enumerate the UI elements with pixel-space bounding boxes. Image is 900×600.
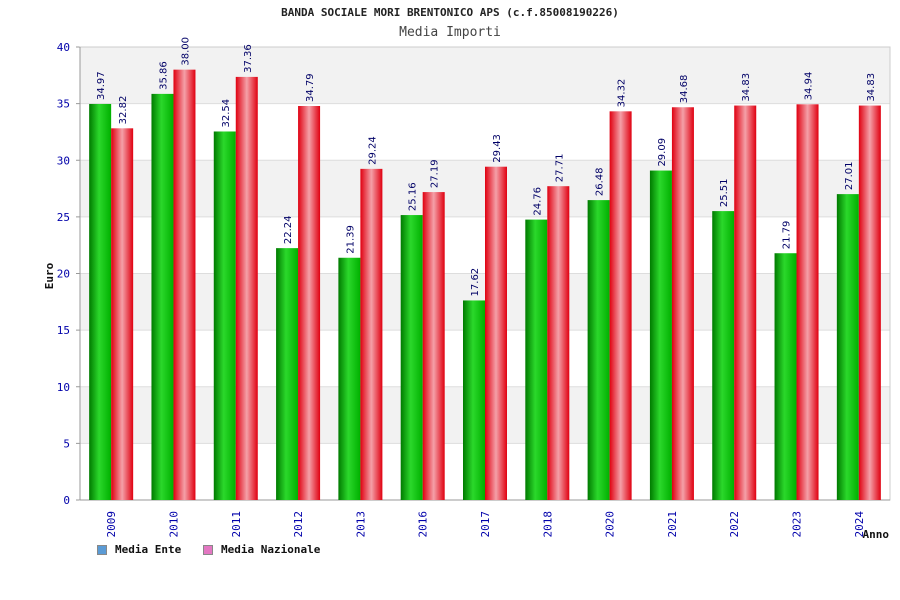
data-label: 25.51 <box>719 178 730 207</box>
bar-media-nazionale <box>547 186 570 500</box>
y-tick-label: 10 <box>57 381 70 394</box>
bar-media-nazionale <box>111 128 134 500</box>
data-label: 34.68 <box>679 75 690 104</box>
y-tick-label: 30 <box>57 154 70 167</box>
data-label: 27.01 <box>844 161 855 190</box>
data-label: 38.00 <box>180 37 191 66</box>
chart-title: BANDA SOCIALE MORI BRENTONICO APS (c.f.8… <box>281 6 619 19</box>
y-tick-label: 15 <box>57 324 70 337</box>
bar-media-ente <box>89 103 112 500</box>
bar-media-nazionale <box>360 168 383 500</box>
data-label: 26.48 <box>595 167 606 196</box>
legend-item-media-nazionale: Media Nazionale <box>203 543 320 556</box>
y-tick-label: 40 <box>57 41 70 54</box>
bar-media-nazionale <box>671 107 694 501</box>
x-tick-label: 2020 <box>604 511 617 538</box>
bar-media-nazionale <box>298 106 321 501</box>
data-label: 24.76 <box>532 187 543 216</box>
grid-band <box>80 47 890 104</box>
bar-media-ente <box>587 200 610 500</box>
bar-media-ente <box>338 257 361 500</box>
data-label: 17.62 <box>470 268 481 297</box>
y-tick-label: 5 <box>63 437 70 450</box>
x-tick-label: 2010 <box>167 511 180 538</box>
legend-swatch-ente <box>97 544 107 555</box>
bar-media-ente <box>276 248 299 500</box>
data-label: 21.39 <box>345 225 356 254</box>
data-label: 37.36 <box>243 44 254 73</box>
x-tick-label: 2023 <box>791 511 804 538</box>
x-tick-label: 2017 <box>479 511 492 538</box>
data-label: 34.79 <box>305 73 316 102</box>
data-label: 34.97 <box>96 71 107 100</box>
y-axis-label: Euro <box>43 262 56 289</box>
bar-media-nazionale <box>609 111 632 501</box>
data-label: 32.82 <box>118 96 129 125</box>
y-tick-label: 20 <box>57 268 70 281</box>
bar-media-nazionale <box>796 104 819 500</box>
legend-item-media-ente: Media Ente <box>97 543 181 556</box>
x-tick-label: 2018 <box>541 511 554 538</box>
bar-media-ente <box>649 170 672 500</box>
data-label: 27.71 <box>554 154 565 183</box>
data-label: 22.24 <box>283 215 294 244</box>
x-tick-label: 2021 <box>666 511 679 538</box>
data-label: 29.43 <box>492 134 503 163</box>
bar-media-ente <box>712 211 735 500</box>
bar-media-ente <box>400 215 423 501</box>
x-tick-label: 2009 <box>105 511 118 538</box>
data-label: 27.19 <box>430 159 441 188</box>
data-label: 35.86 <box>158 61 169 90</box>
bar-media-nazionale <box>173 69 196 501</box>
data-label: 34.32 <box>617 79 628 108</box>
legend-swatch-nazionale <box>203 544 213 555</box>
x-tick-label: 2011 <box>230 511 243 538</box>
grid-band <box>80 103 890 161</box>
x-tick-label: 2016 <box>417 511 430 538</box>
data-label: 34.83 <box>866 73 877 102</box>
x-tick-label: 2013 <box>354 511 367 538</box>
data-label: 25.16 <box>408 182 419 211</box>
bar-media-ente <box>836 194 859 500</box>
legend-label-nazionale: Media Nazionale <box>221 543 321 556</box>
bar-media-ente <box>463 300 485 500</box>
bar-media-ente <box>774 253 797 500</box>
data-label: 34.94 <box>804 72 815 101</box>
y-tick-label: 25 <box>57 211 70 224</box>
bar-media-nazionale <box>422 192 445 501</box>
x-axis-label: Anno <box>863 528 890 541</box>
y-tick-label: 35 <box>57 98 70 111</box>
bar-media-nazionale <box>858 105 881 501</box>
x-tick-label: 2022 <box>728 511 741 538</box>
bar-media-nazionale <box>485 166 507 500</box>
bar-media-nazionale <box>734 105 757 501</box>
bar-media-nazionale <box>235 76 258 500</box>
x-tick-label: 2024 <box>853 511 866 538</box>
data-label: 29.24 <box>367 136 378 165</box>
data-label: 21.79 <box>782 221 793 250</box>
bar-media-ente <box>525 219 548 500</box>
chart-subtitle: Media Importi <box>399 25 501 40</box>
x-tick-label: 2012 <box>292 511 305 538</box>
data-label: 34.83 <box>741 73 752 102</box>
bar-media-ente <box>151 93 174 500</box>
y-tick-label: 0 <box>63 494 70 507</box>
data-label: 29.09 <box>657 138 668 167</box>
data-label: 32.54 <box>221 99 232 128</box>
legend-label-ente: Media Ente <box>115 543 182 556</box>
bar-media-ente <box>213 131 236 500</box>
